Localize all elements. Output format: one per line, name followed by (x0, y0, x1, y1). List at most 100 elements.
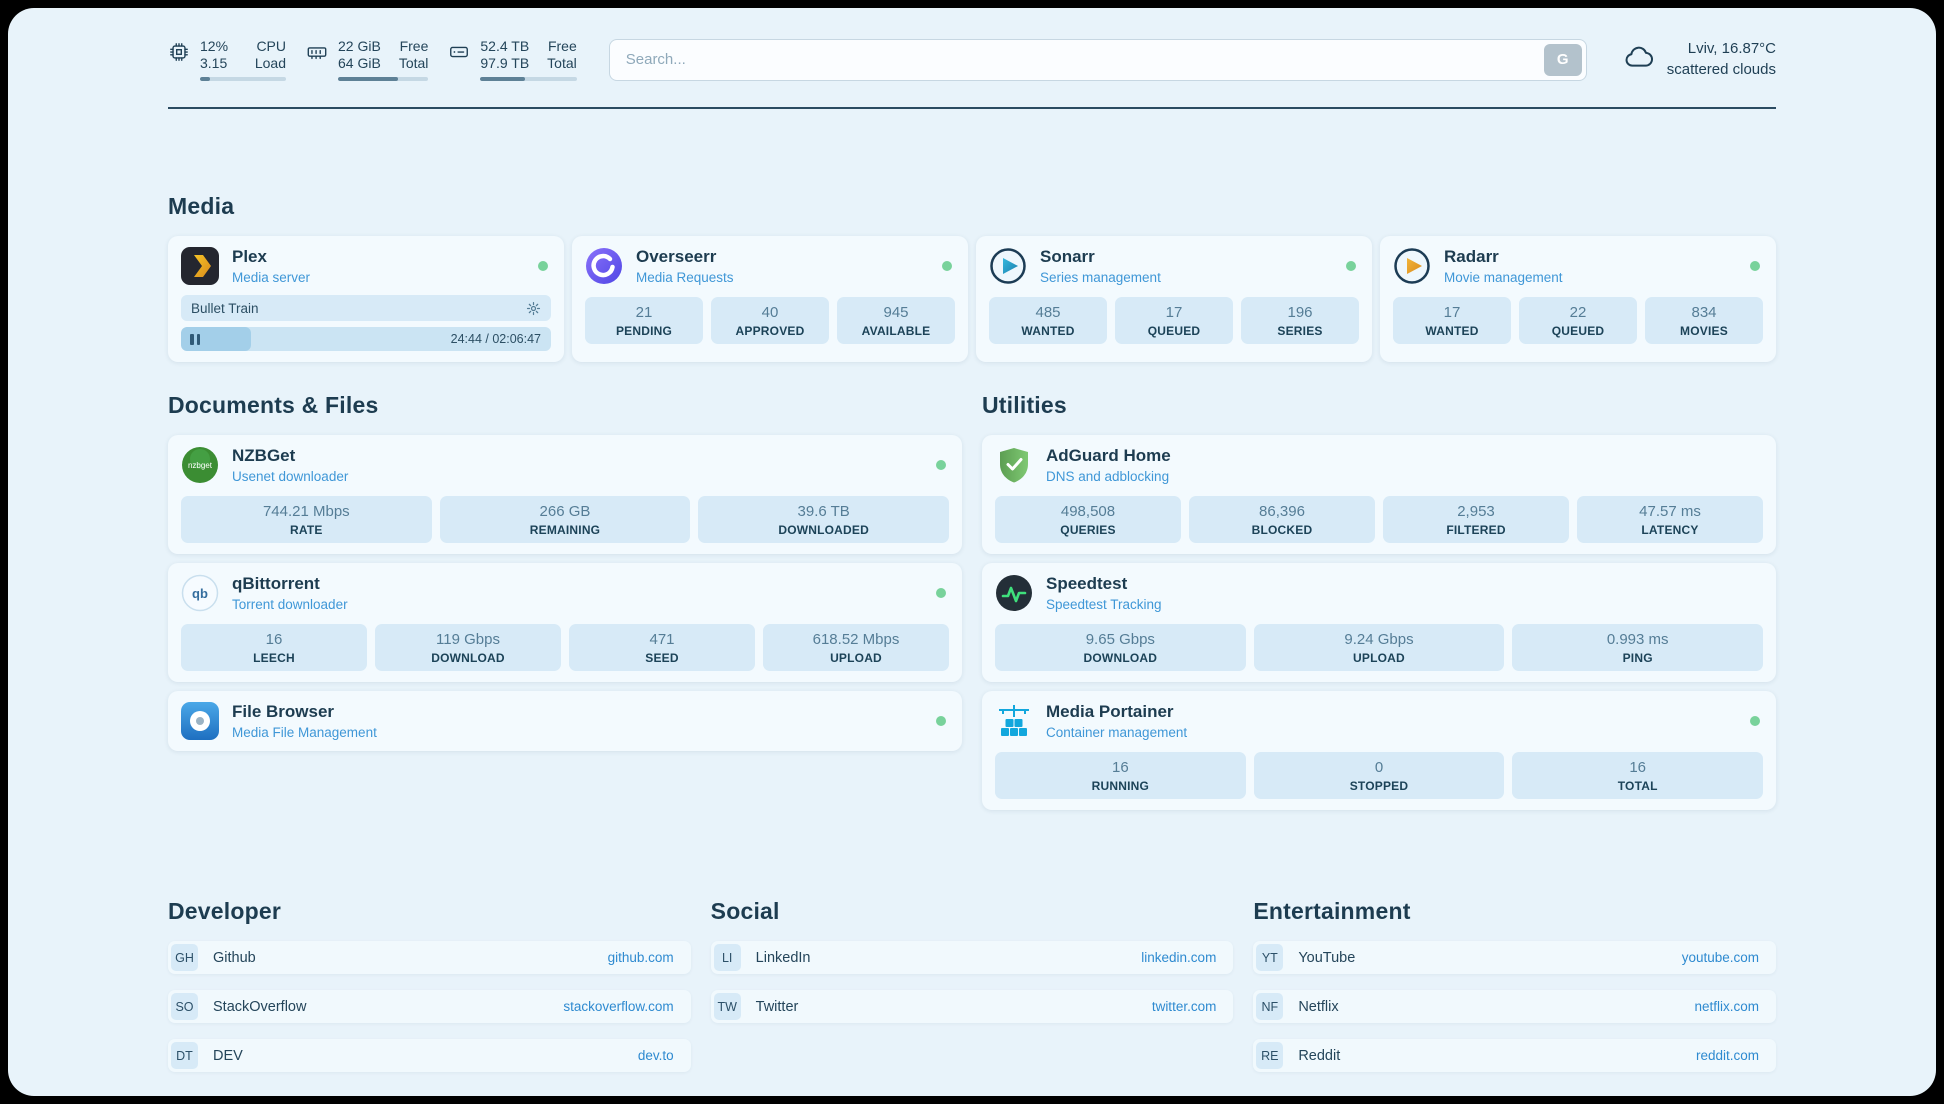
sonarr-card[interactable]: Sonarr Series management 485 WANTED 17 Q… (976, 236, 1372, 362)
bookmark-url[interactable]: youtube.com (1681, 950, 1759, 965)
header-divider (168, 107, 1776, 109)
tile-value: 40 (761, 304, 779, 321)
plex-card[interactable]: Plex Media server Bullet Train (168, 236, 564, 362)
stat-tile: 9.65 Gbps DOWNLOAD (995, 624, 1246, 671)
stat-tile: 485 WANTED (989, 297, 1107, 344)
tile-value: 21 (635, 304, 653, 321)
pause-button[interactable] (190, 333, 200, 345)
tile-label: UPLOAD (830, 651, 882, 665)
tile-label: SERIES (1277, 324, 1323, 338)
tile-value: 485 (1035, 304, 1061, 321)
overseerr-card[interactable]: Overseerr Media Requests 21 PENDING 40 A… (572, 236, 968, 362)
ram-icon (306, 41, 328, 63)
tile-value: 16 (265, 631, 283, 648)
cpu-usage-bar (200, 77, 286, 81)
status-dot (942, 261, 952, 271)
bookmark-row-youtube[interactable]: YT YouTube youtube.com (1253, 941, 1776, 974)
bookmark-url[interactable]: reddit.com (1695, 1048, 1759, 1063)
app-name: Speedtest (1046, 574, 1128, 593)
status-dot (1346, 261, 1356, 271)
tile-label: SEED (645, 651, 679, 665)
stat-tile: 17 WANTED (1393, 297, 1511, 344)
bookmark-url[interactable]: github.com (607, 950, 674, 965)
bookmark-row-linkedin[interactable]: LI LinkedIn linkedin.com (710, 941, 1234, 974)
ram-stat: 22 GiB Free 64 GiB Total (306, 38, 429, 81)
disk-value-2: 97.9 TB (480, 55, 530, 71)
stat-tile: 119 Gbps DOWNLOAD (375, 624, 561, 671)
bookmark-url[interactable]: twitter.com (1151, 999, 1217, 1014)
bookmark-url[interactable]: linkedin.com (1141, 950, 1217, 965)
search-bar: G (608, 38, 1587, 81)
playback-time: 24:44 / 02:06:47 (450, 332, 541, 346)
disk-label-2: Total (547, 55, 577, 71)
bookmark-row-stackoverflow[interactable]: SO StackOverflow stackoverflow.com (168, 990, 691, 1023)
section-utilities: Utilities AdGuard Home (982, 392, 1776, 810)
stat-tile: 16 TOTAL (1512, 752, 1763, 799)
playback-progress-bar[interactable]: 24:44 / 02:06:47 (181, 327, 551, 351)
tile-value: 22 (1569, 304, 1587, 321)
status-dot (936, 460, 946, 470)
stat-tile: 498,508 QUERIES (995, 496, 1181, 543)
overseerr-icon (585, 247, 623, 285)
section-social: Social LI LinkedIn linkedin.com TW Twitt… (710, 898, 1234, 1072)
app-subtitle: Speedtest Tracking (1046, 597, 1162, 612)
tile-label: DOWNLOAD (1083, 651, 1158, 665)
tile-value: 9.65 Gbps (1085, 631, 1155, 648)
app-name: Radarr (1444, 247, 1499, 266)
stat-tile: 17 QUEUED (1115, 297, 1233, 344)
app-name: NZBGet (232, 446, 296, 465)
bookmark-row-twitter[interactable]: TW Twitter twitter.com (710, 990, 1234, 1023)
status-dot (1750, 716, 1760, 726)
filebrowser-card[interactable]: File Browser Media File Management (168, 691, 962, 751)
filebrowser-icon (181, 702, 219, 740)
portainer-icon (995, 702, 1033, 740)
tile-value: 945 (883, 304, 909, 321)
bookmark-url[interactable]: stackoverflow.com (563, 999, 674, 1014)
stat-tile: 0 STOPPED (1253, 752, 1505, 799)
gear-icon[interactable] (526, 301, 541, 316)
adguard-icon (995, 446, 1033, 484)
tile-label: WANTED (1425, 324, 1479, 338)
tile-label: STOPPED (1349, 779, 1409, 793)
radarr-icon (1393, 247, 1431, 285)
bookmark-row-github[interactable]: GH Github github.com (168, 941, 691, 974)
cpu-label-1: CPU (256, 38, 286, 54)
bookmark-row-netflix[interactable]: NF Netflix netflix.com (1253, 990, 1776, 1023)
weather-condition: scattered clouds (1666, 60, 1776, 78)
speedtest-card[interactable]: Speedtest Speedtest Tracking 9.65 Gbps D… (982, 563, 1776, 682)
stat-tile: 22 QUEUED (1519, 297, 1637, 344)
bookmark-abbr: SO (171, 993, 198, 1020)
stat-tile: 16 RUNNING (995, 752, 1246, 799)
nzbget-card[interactable]: nzbget NZBGet Usenet downloader 744.21 M… (168, 435, 962, 554)
search-input[interactable] (608, 38, 1587, 81)
tile-label: DOWNLOAD (431, 651, 505, 665)
cpu-label-2: Load (254, 55, 286, 71)
bookmark-url[interactable]: dev.to (637, 1048, 674, 1063)
stat-tile: 471 SEED (569, 624, 755, 671)
adguard-card[interactable]: AdGuard Home DNS and adblocking 498,508 … (982, 435, 1776, 554)
radarr-card[interactable]: Radarr Movie management 17 WANTED 22 QUE… (1380, 236, 1776, 362)
app-subtitle: Media Requests (636, 270, 734, 285)
bookmark-url[interactable]: netflix.com (1694, 999, 1759, 1014)
app-subtitle: Media File Management (232, 725, 377, 740)
cpu-stat: 12% CPU 3.15 Load (168, 38, 286, 81)
app-name: Media Portainer (1046, 702, 1174, 721)
app-subtitle: DNS and adblocking (1046, 469, 1170, 484)
search-engine-button[interactable]: G (1543, 43, 1582, 76)
qbittorrent-card[interactable]: qb qBittorrent Torrent downloader 16 LEE… (168, 563, 962, 682)
tile-value: 498,508 (1060, 503, 1116, 520)
disk-stat: 52.4 TB Free 97.9 TB Total (448, 38, 577, 81)
ram-label-2: Total (398, 55, 429, 71)
portainer-card[interactable]: Media Portainer Container management 16 … (982, 691, 1776, 810)
disk-icon (448, 41, 470, 63)
tile-value: 9.24 Gbps (1344, 631, 1414, 648)
weather-location: Lviv, 16.87°C (1687, 40, 1776, 58)
tile-label: RATE (290, 523, 323, 537)
bookmark-row-reddit[interactable]: RE Reddit reddit.com (1253, 1039, 1776, 1072)
svg-text:nzbget: nzbget (188, 461, 213, 470)
stat-tile: 21 PENDING (585, 297, 703, 344)
section-developer: Developer GH Github github.com SO StackO… (168, 898, 691, 1072)
stat-tile: 2,953 FILTERED (1383, 496, 1569, 543)
bookmark-row-dev[interactable]: DT DEV dev.to (168, 1039, 691, 1072)
tile-label: TOTAL (1617, 779, 1658, 793)
